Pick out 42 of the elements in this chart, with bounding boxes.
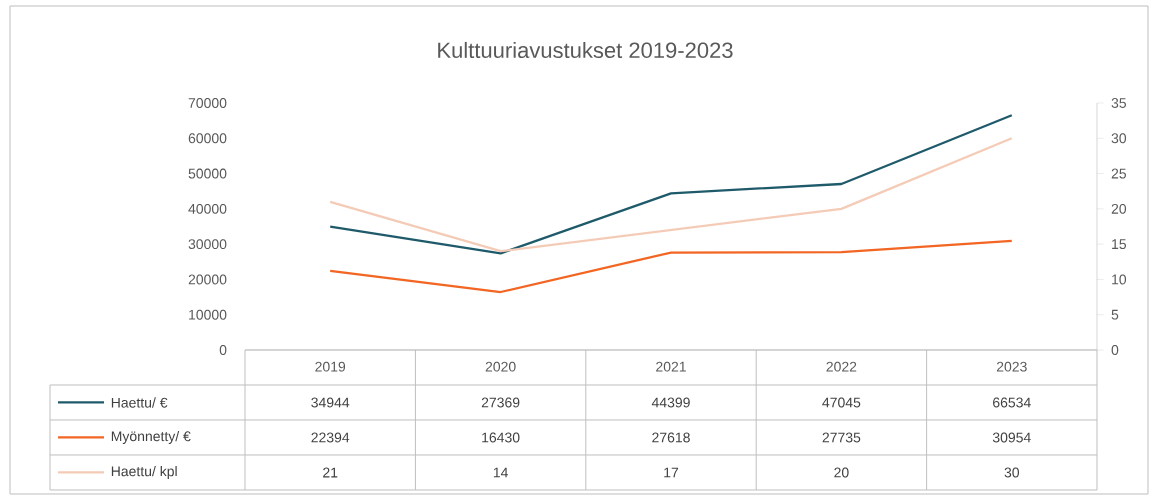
data-label: 34944 xyxy=(311,397,350,408)
y2-tick-label: 35 xyxy=(1111,98,1127,108)
data-label: 66534 xyxy=(993,397,1031,408)
y-tick-label: 70000 xyxy=(188,98,227,108)
x-tick-label: 2022 xyxy=(826,361,857,372)
y-tick-label: 30000 xyxy=(188,239,227,250)
data-label: 30954 xyxy=(992,432,1031,443)
data-label: 14 xyxy=(493,467,508,478)
data-label: 44399 xyxy=(651,397,690,408)
y-tick-label: 60000 xyxy=(188,133,227,144)
y2-tick-label: 20 xyxy=(1111,203,1127,214)
x-tick-label: 2020 xyxy=(485,361,516,372)
legend-label: Myönnetty/ € xyxy=(111,430,191,444)
data-label: 27369 xyxy=(481,397,520,408)
y-tick-label: 10000 xyxy=(189,309,227,320)
y-tick-label: 0 xyxy=(219,345,227,355)
y-tick-label: 40000 xyxy=(188,203,227,214)
data-label: 30 xyxy=(1004,467,1020,478)
data-label: 17 xyxy=(664,467,679,478)
y2-tick-label: 0 xyxy=(1111,345,1119,355)
legend-label: Haettu/ kpl xyxy=(111,465,177,480)
line-series xyxy=(329,114,1013,255)
y2-tick-label: 5 xyxy=(1111,309,1119,320)
data-label: 27735 xyxy=(822,432,861,443)
data-label: 22394 xyxy=(311,432,350,443)
data-label: 27618 xyxy=(652,432,690,443)
y2-tick-label: 25 xyxy=(1111,168,1127,179)
x-tick-label: 2023 xyxy=(996,361,1027,372)
y-tick-label: 20000 xyxy=(188,274,227,285)
x-tick-label: 2019 xyxy=(315,361,346,372)
y2-tick-label: 10 xyxy=(1112,274,1127,285)
line-series xyxy=(329,239,1013,294)
chart-title: Kulttuuriavustukset 2019-2023 xyxy=(438,41,733,59)
x-tick-label: 2021 xyxy=(656,361,686,372)
y2-tick-label: 30 xyxy=(1111,133,1127,144)
legend-label: Haettu/ € xyxy=(111,397,168,408)
data-label: 47045 xyxy=(822,397,861,408)
y-tick-label: 50000 xyxy=(188,168,227,179)
data-label: 21 xyxy=(323,467,338,478)
y2-tick-label: 15 xyxy=(1112,239,1127,250)
data-label: 16430 xyxy=(482,432,520,443)
data-label: 20 xyxy=(834,467,849,478)
